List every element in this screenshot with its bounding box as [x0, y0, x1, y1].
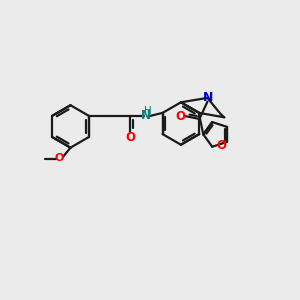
- Text: O: O: [55, 153, 64, 163]
- Text: O: O: [175, 110, 185, 123]
- Text: H: H: [145, 106, 152, 116]
- Text: O: O: [216, 139, 226, 152]
- Text: N: N: [141, 109, 151, 122]
- Text: N: N: [202, 92, 213, 104]
- Text: O: O: [125, 131, 135, 144]
